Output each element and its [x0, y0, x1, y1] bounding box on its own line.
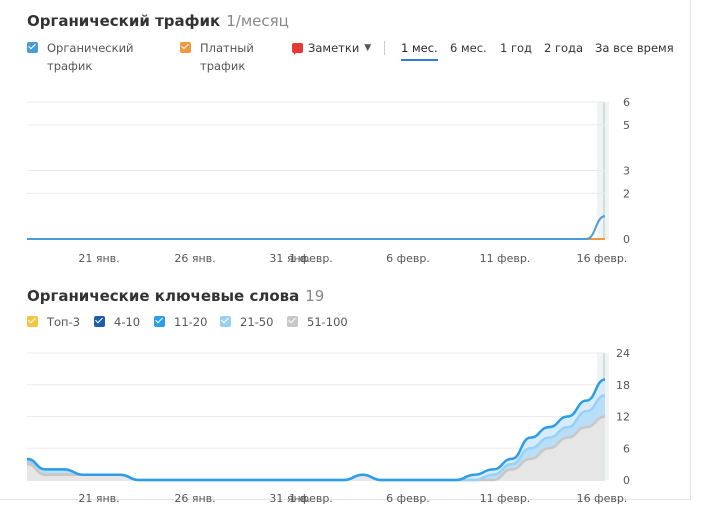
x-tick-label: 31 янв. [269, 252, 310, 265]
y-tick-label: 12 [616, 411, 630, 424]
panel-border-right [690, 0, 691, 500]
x-tick-label: 16 февр. [577, 492, 628, 505]
keywords-count: 19 [305, 287, 325, 305]
legend-paid-label-line1: Платный [200, 41, 254, 55]
legend-11-20[interactable]: 11-20 [154, 313, 207, 331]
traffic-title-text: Органический трафик [27, 12, 221, 30]
y-tick-label: 5 [623, 119, 630, 132]
legend-paid-label-line2: трафик [200, 59, 246, 73]
series-line-11-20 [26, 378, 606, 482]
chevron-down-icon: ▼ [364, 43, 372, 53]
divider [384, 41, 385, 55]
keywords-title-text: Органические ключевые слова [27, 287, 300, 305]
y-tick-label: 3 [623, 165, 630, 178]
checkbox-icon[interactable] [220, 316, 231, 327]
checkbox-icon[interactable] [27, 316, 38, 327]
y-tick-label: 6 [623, 442, 630, 455]
notes-dropdown[interactable]: Заметки ▼ [292, 40, 371, 56]
x-tick-label: 1 февр. [289, 252, 333, 265]
legend-4-10[interactable]: 4-10 [94, 313, 140, 331]
x-tick-label: 21 янв. [78, 492, 119, 505]
y-tick-label: 0 [623, 474, 630, 487]
series-area-51-100 [27, 416, 605, 480]
traffic-chart: 0 2 3 5 6 21 янв. 26 янв. 31 янв.1 февр. 6 февр.… [27, 96, 630, 265]
x-tick-label: 26 янв. [174, 252, 215, 265]
legend-top3-label: Топ-3 [47, 315, 81, 329]
x-tick-label: 31 янв. [269, 492, 310, 505]
legend-11-20-label: 11-20 [174, 315, 208, 329]
legend-21-50[interactable]: 21-50 [220, 313, 273, 331]
period-2-years[interactable]: 2 года [544, 41, 584, 55]
legend-organic-label-line2: трафик [47, 59, 93, 73]
x-tick-label: 26 янв. [174, 492, 215, 505]
legend-top3[interactable]: Топ-3 [27, 313, 80, 331]
series-line-Органический трафик [27, 215, 606, 240]
period-1-month[interactable]: 1 мес. [401, 41, 438, 61]
notes-label: Заметки [308, 41, 360, 55]
legend-organic-label: Органический трафик [47, 39, 134, 75]
traffic-title: Органический трафик 1/месяц [27, 12, 289, 30]
checkbox-icon[interactable] [287, 316, 298, 327]
checkbox-icon[interactable] [27, 42, 38, 53]
y-tick-label: 6 [623, 96, 630, 109]
legend-organic-traffic[interactable]: Органический трафик [27, 39, 134, 75]
y-tick-label: 2 [623, 187, 630, 200]
x-tick-label: 11 февр. [480, 492, 531, 505]
checkbox-icon[interactable] [180, 42, 191, 53]
y-tick-label: 24 [616, 347, 630, 360]
x-tick-label: 21 янв. [78, 252, 119, 265]
keywords-title: Органические ключевые слова 19 [27, 287, 324, 305]
traffic-count: 1/месяц [226, 12, 289, 30]
x-tick-label: 1 февр. [289, 492, 333, 505]
checkbox-icon[interactable] [94, 316, 105, 327]
keywords-chart: 0 6 12 18 24 21 янв. 26 янв. 31 янв.1 февр. 6 фе… [26, 347, 630, 505]
y-tick-label: 18 [616, 379, 630, 392]
legend-paid-traffic[interactable]: Платный трафик [180, 39, 254, 75]
x-tick-label: 6 февр. [386, 492, 430, 505]
legend-21-50-label: 21-50 [240, 315, 274, 329]
y-tick-label: 0 [623, 233, 630, 246]
checkbox-icon[interactable] [154, 316, 165, 327]
note-flag-icon [292, 43, 303, 55]
legend-4-10-label: 4-10 [114, 315, 141, 329]
legend-51-100[interactable]: 51-100 [287, 313, 348, 331]
period-6-months[interactable]: 6 мес. [450, 41, 487, 55]
legend-51-100-label: 51-100 [307, 315, 348, 329]
legend-organic-label-line1: Органический [47, 41, 134, 55]
period-all-time[interactable]: За все время [595, 41, 674, 55]
x-tick-label: 11 февр. [480, 252, 531, 265]
legend-paid-label: Платный трафик [200, 39, 254, 75]
x-tick-label: 6 февр. [386, 252, 430, 265]
period-1-year[interactable]: 1 год [500, 41, 533, 55]
x-tick-label: 16 февр. [577, 252, 628, 265]
panel-border-bottom [0, 499, 691, 500]
